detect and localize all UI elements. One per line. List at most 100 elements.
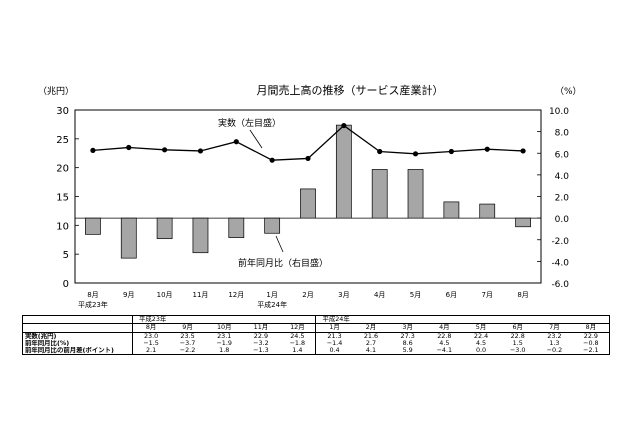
- yoy-bar: [443, 201, 460, 219]
- table-era-label: 平成24年: [315, 315, 610, 325]
- table-cell: −1.8: [289, 339, 306, 347]
- yoy-bar: [479, 203, 496, 219]
- right-tick-label: 4.0: [555, 172, 570, 182]
- right-tick-label: 0.0: [555, 215, 570, 225]
- x-tick-label: 10月: [157, 291, 173, 299]
- actual-series-line: [92, 124, 524, 161]
- table-month-header: 11月: [242, 323, 280, 333]
- yoy-bar: [192, 217, 209, 254]
- yoy-bar: [85, 217, 101, 235]
- table-era-label: 平成23年: [132, 315, 316, 325]
- table-row-label: 前年同月比の前月差(ポイント): [22, 347, 133, 355]
- annotation-yoy: 前年同月比（右目盛）: [238, 257, 328, 269]
- series-annotations: 実数（左目盛） 前年同月比（右目盛）: [218, 117, 328, 269]
- table-cell: −1.4: [315, 339, 353, 348]
- table-cell: 0.0: [475, 347, 487, 355]
- table-cell: 27.3: [400, 332, 415, 340]
- table-cell: −1.9: [216, 339, 232, 347]
- yoy-bar: [335, 124, 352, 219]
- chart-title: 月間売上高の推移（サービス産業計）: [257, 83, 444, 97]
- table-era-row: 平成23年 平成24年: [22, 315, 610, 325]
- table-cell: −2.2: [179, 347, 196, 355]
- table-cell: 23.0: [143, 332, 159, 340]
- table-row-label: 前年同月比(%): [22, 339, 133, 348]
- annotation-yoy-arrow: [275, 235, 284, 253]
- table-month-header: 8月: [572, 323, 610, 333]
- actual-point: [448, 148, 454, 155]
- table-corner: [22, 323, 133, 333]
- left-tick-label: 0: [63, 279, 69, 290]
- table-row-label: 実数(兆円): [22, 332, 133, 340]
- yoy-bar: [156, 217, 173, 240]
- table-month-header: 7月: [536, 323, 573, 333]
- actual-point: [126, 144, 132, 151]
- yoy-bar: [300, 188, 316, 219]
- x-tick-label: 12月: [228, 291, 244, 299]
- table-cell: 21.6: [363, 332, 379, 340]
- table-month-header: 1月: [315, 323, 353, 333]
- table-row: 前年同月比(%) −1.5 −3.7 −1.9 −3.2 −1.8 −1.4 2.7 8.6 4.…: [22, 339, 610, 348]
- table-cell: 21.3: [315, 332, 353, 340]
- yoy-bar: [264, 217, 281, 234]
- table-cell: 23.1: [217, 332, 232, 340]
- table-month-header: 5月: [462, 323, 500, 333]
- actual-point: [341, 122, 347, 129]
- left-tick-label: 10: [56, 221, 69, 232]
- actual-point: [377, 148, 383, 155]
- actual-point: [412, 151, 419, 157]
- left-axis-unit: （兆円）: [38, 86, 74, 97]
- table-cell: −4.1: [436, 347, 453, 355]
- table-cell: 0.4: [315, 347, 353, 355]
- table-row: 前年同月比の前月差(ポイント) 2.1 −2.2 1.8 −1.3 1.4 0.4 4.1 5.…: [22, 347, 610, 355]
- x-tick-label: 3月: [338, 291, 349, 299]
- era-label: 平成23年: [78, 300, 108, 309]
- table-cell: 1.5: [512, 339, 523, 347]
- table-month-row: 8月 9月 10月 11月 12月 1月 2月 3月 4月 5月 6月 7月 8月: [22, 323, 610, 333]
- table-cell: 1.3: [549, 339, 560, 347]
- table-cell: −0.2: [546, 347, 563, 355]
- table-month-header: 10月: [205, 323, 243, 333]
- right-tick-label: -2.0: [551, 237, 569, 247]
- left-tick-label: 20: [56, 164, 69, 175]
- x-tick-label: 2月: [302, 291, 313, 299]
- table-cell: 24.5: [290, 332, 305, 340]
- table-month-header: 8月: [132, 323, 170, 333]
- yoy-bar: [120, 217, 137, 259]
- x-tick-label: 6月: [446, 291, 457, 299]
- table-cell: 1.4: [292, 347, 303, 355]
- table-cell: 22.9: [583, 332, 598, 340]
- x-tick-label: 1月: [266, 291, 277, 299]
- table-month-header: 2月: [352, 323, 390, 333]
- annotation-actual-arrow: [249, 129, 263, 149]
- x-tick-label: 9月: [123, 291, 134, 299]
- yoy-bar: [371, 169, 388, 219]
- left-tick-label: 30: [56, 106, 69, 117]
- table-month-header: 6月: [499, 323, 537, 333]
- right-tick-label: -6.0: [551, 280, 569, 290]
- right-tick-label: -4.0: [551, 258, 569, 268]
- actual-point: [197, 148, 204, 154]
- table-cell: 22.8: [510, 332, 525, 340]
- table-cell: −3.7: [179, 339, 196, 347]
- yoy-bar: [515, 217, 531, 228]
- actual-point: [269, 157, 275, 163]
- actual-point: [520, 148, 526, 154]
- era-label: 平成24年: [257, 300, 287, 309]
- table-cell: −3.0: [509, 347, 526, 355]
- table-corner: [22, 315, 133, 325]
- table-cell: 1.8: [219, 347, 230, 355]
- yoy-bars: [85, 124, 531, 259]
- axis-labels: 0 5 10 15 20 25 30 -6.0 -4.0 -2.0 0.0 2.0 4.0 6.0 8.0 1…: [56, 106, 569, 309]
- yoy-bar: [228, 217, 245, 238]
- x-tick-label: 11月: [193, 291, 209, 299]
- table-cell: −1.3: [253, 347, 269, 355]
- table-month-header: 9月: [169, 323, 206, 333]
- right-tick-label: 10.0: [549, 107, 569, 117]
- table-cell: 23.2: [547, 332, 562, 340]
- yoy-bar: [407, 169, 424, 219]
- x-tick-label: 8月: [87, 291, 98, 299]
- right-tick-label: 2.0: [555, 194, 570, 204]
- x-tick-label: 5月: [410, 291, 421, 299]
- left-tick-label: 25: [56, 135, 69, 146]
- table-cell: 22.4: [473, 332, 489, 340]
